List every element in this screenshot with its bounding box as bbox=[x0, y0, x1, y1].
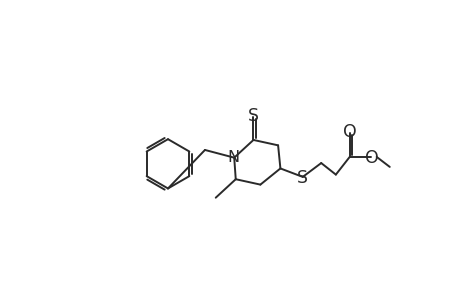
Text: N: N bbox=[227, 150, 239, 165]
Text: S: S bbox=[247, 107, 258, 125]
Text: S: S bbox=[297, 169, 308, 187]
Text: O: O bbox=[364, 149, 378, 167]
Text: O: O bbox=[342, 123, 356, 141]
